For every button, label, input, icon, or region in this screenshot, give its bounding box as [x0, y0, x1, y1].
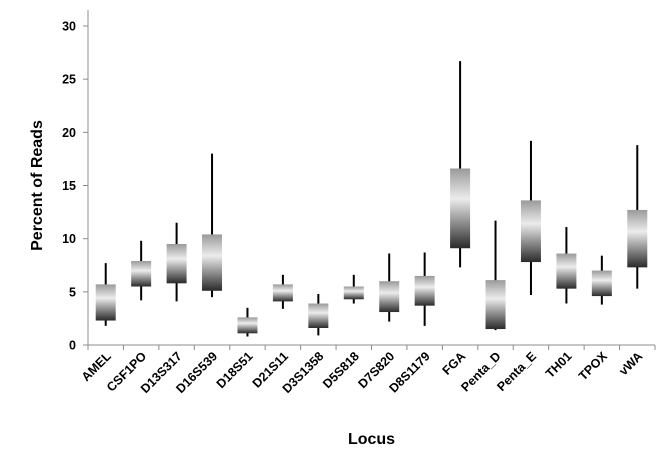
box — [95, 284, 116, 321]
box — [556, 253, 577, 289]
box — [237, 317, 258, 334]
y-tick-label: 0 — [69, 339, 76, 353]
axis-ticks: 051015202530AMELCSF1POD13S317D16S539D18S… — [62, 20, 656, 396]
y-axis-title: Percent of Reads — [29, 120, 46, 251]
y-tick-label: 20 — [62, 126, 76, 140]
box — [414, 275, 435, 306]
y-tick-label: 10 — [62, 232, 76, 246]
x-axis-title: Locus — [348, 431, 395, 448]
box — [131, 260, 152, 287]
y-tick-label: 5 — [69, 285, 76, 299]
x-tick-label: Penta_E — [494, 349, 539, 394]
x-tick-label: vWA — [616, 349, 645, 378]
box — [308, 303, 329, 328]
y-tick-label: 15 — [62, 179, 76, 193]
box — [450, 168, 471, 249]
y-tick-label: 30 — [62, 20, 76, 34]
box — [520, 200, 541, 263]
x-tick-label: D5S818 — [320, 349, 362, 391]
box — [627, 209, 648, 268]
x-tick-label: D18S51 — [214, 349, 256, 391]
box — [202, 234, 223, 291]
box — [591, 270, 612, 297]
x-tick-label: TPOX — [576, 349, 610, 383]
box — [485, 280, 506, 330]
y-tick-label: 25 — [62, 73, 76, 87]
box — [166, 243, 187, 284]
x-tick-label: FGA — [440, 349, 469, 378]
plot-area — [95, 61, 648, 337]
box — [343, 286, 364, 300]
x-tick-label: TH01 — [543, 349, 575, 381]
box — [272, 284, 293, 302]
box — [379, 281, 400, 313]
